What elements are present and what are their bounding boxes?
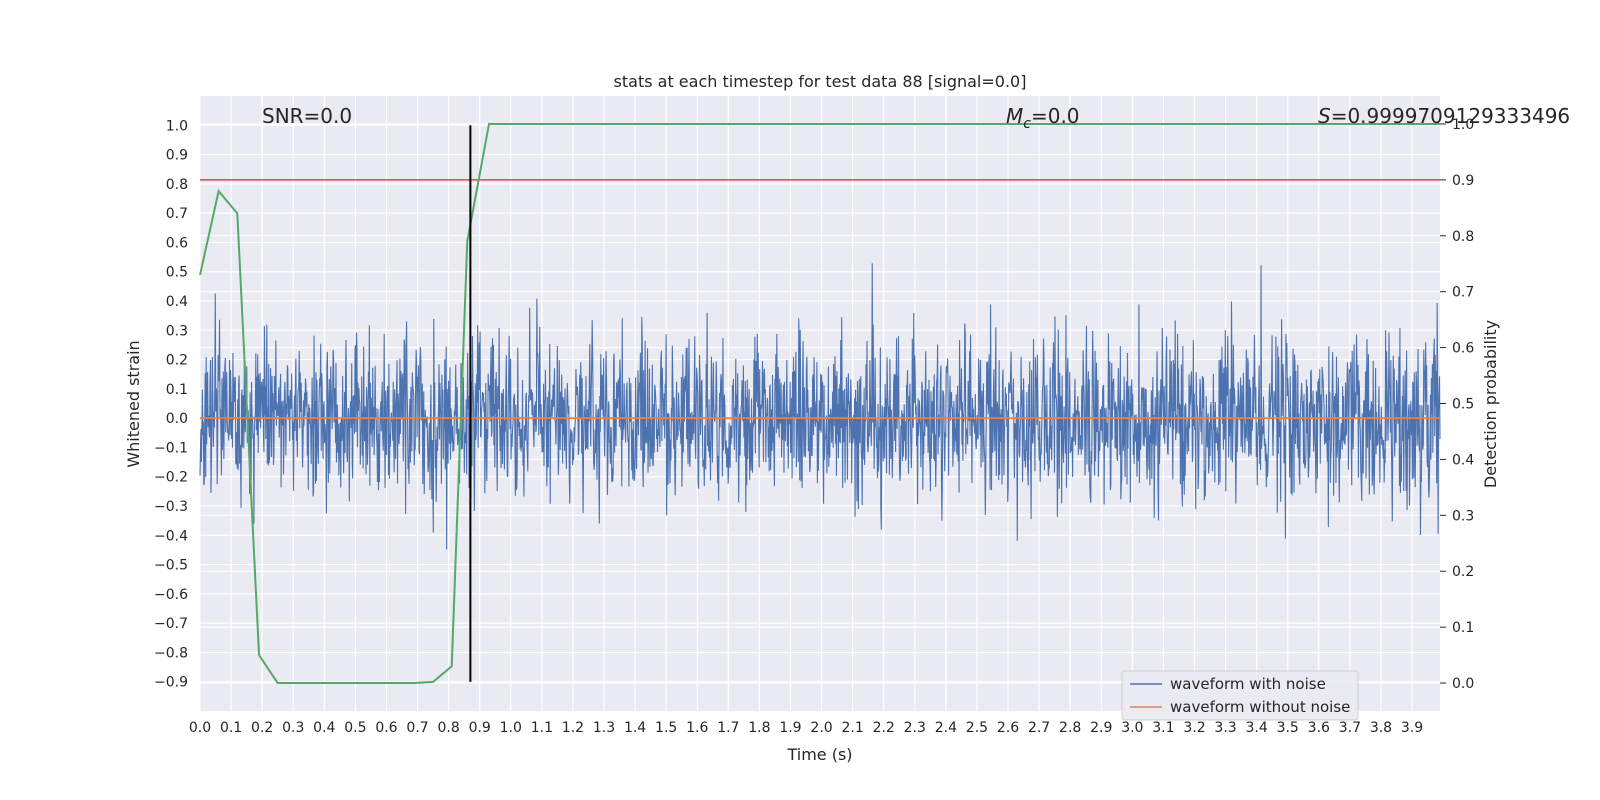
y-tick-label: 1.0 <box>166 118 188 134</box>
x-tick-label: 2.6 <box>997 720 1019 736</box>
y-tick-label: 0.1 <box>166 382 188 398</box>
x-tick-label: 3.3 <box>1214 720 1236 736</box>
x-tick-label: 0.9 <box>469 720 491 736</box>
y-right-tick-label: 0.9 <box>1452 173 1474 189</box>
mc-annotation: Mc=0.0 <box>1006 104 1080 132</box>
y-right-tick-label: 0.2 <box>1452 564 1474 580</box>
x-tick-label: 1.4 <box>624 720 646 736</box>
y-tick-label: −0.5 <box>154 558 188 574</box>
x-tick-label: 3.8 <box>1370 720 1392 736</box>
x-tick-label: 0.0 <box>189 720 211 736</box>
x-tick-label: 2.1 <box>841 720 863 736</box>
y-tick-label: 0.8 <box>166 177 188 193</box>
x-tick-label: 1.0 <box>500 720 522 736</box>
y-tick-label: 0.2 <box>166 353 188 369</box>
y-tick-label: −0.1 <box>154 440 188 456</box>
x-tick-label: 3.4 <box>1246 720 1268 736</box>
legend-label-noise: waveform with noise <box>1170 675 1326 693</box>
x-tick-label: 2.7 <box>1028 720 1050 736</box>
mc-symbol: M <box>1006 104 1023 128</box>
legend-box <box>1121 670 1359 721</box>
x-tick-label: 0.6 <box>375 720 397 736</box>
x-tick-label: 1.1 <box>531 720 553 736</box>
s-value: =0.9999709129333496 <box>1331 104 1570 128</box>
x-tick-label: 3.1 <box>1152 720 1174 736</box>
y-tick-label: 0.4 <box>166 294 188 310</box>
y-tick-label: −0.7 <box>154 616 188 632</box>
x-tick-label: 1.8 <box>748 720 770 736</box>
x-tick-label: 0.7 <box>406 720 428 736</box>
x-tick-label: 2.0 <box>810 720 832 736</box>
x-tick-label: 3.2 <box>1183 720 1205 736</box>
x-tick-label: 2.8 <box>1059 720 1081 736</box>
mc-value: =0.0 <box>1031 104 1080 128</box>
y-tick-label: 0.9 <box>166 148 188 164</box>
x-tick-label: 1.6 <box>686 720 708 736</box>
y-tick-label: 0.3 <box>166 323 188 339</box>
x-tick-label: 2.2 <box>873 720 895 736</box>
x-tick-label: 3.0 <box>1121 720 1143 736</box>
y-tick-label: 0.0 <box>166 411 188 427</box>
x-tick-label: 3.7 <box>1339 720 1361 736</box>
y-right-tick-label: 0.0 <box>1452 676 1474 692</box>
x-tick-label: 0.3 <box>282 720 304 736</box>
y-right-tick-label: 0.3 <box>1452 508 1474 524</box>
x-tick-label: 1.7 <box>717 720 739 736</box>
y-tick-label: −0.6 <box>154 587 188 603</box>
x-tick-label: 1.9 <box>779 720 801 736</box>
y-tick-label: −0.2 <box>154 470 188 486</box>
y-right-tick-label: 0.5 <box>1452 397 1474 413</box>
y-axis-right-label: Detection probability <box>1481 320 1500 488</box>
x-tick-label: 3.9 <box>1401 720 1423 736</box>
x-tick-label: 0.4 <box>313 720 335 736</box>
x-tick-label: 2.9 <box>1090 720 1112 736</box>
x-tick-label: 2.5 <box>966 720 988 736</box>
x-tick-label: 2.3 <box>904 720 926 736</box>
y-tick-label: −0.8 <box>154 645 188 661</box>
x-tick-label: 0.1 <box>220 720 242 736</box>
y-axis-label: Whitened strain <box>124 340 143 467</box>
x-tick-label: 0.8 <box>437 720 459 736</box>
y-tick-label: −0.3 <box>154 499 188 515</box>
legend-label-clean: waveform without noise <box>1170 698 1350 716</box>
y-tick-label: −0.4 <box>154 528 188 544</box>
x-tick-label: 3.6 <box>1308 720 1330 736</box>
y-right-tick-label: 0.1 <box>1452 620 1474 636</box>
x-tick-label: 3.5 <box>1277 720 1299 736</box>
y-right-tick-label: 0.8 <box>1452 229 1474 245</box>
chart-title: stats at each timestep for test data 88 … <box>614 72 1027 91</box>
legend: waveform with noise waveform without noi… <box>1121 670 1359 721</box>
x-tick-label: 2.4 <box>935 720 957 736</box>
y-right-tick-label: 0.4 <box>1452 452 1474 468</box>
y-right-tick-label: 0.6 <box>1452 341 1474 357</box>
x-tick-label: 0.2 <box>251 720 273 736</box>
x-tick-label: 1.5 <box>655 720 677 736</box>
y-right-tick-label: 1.0 <box>1452 117 1474 133</box>
y-tick-label: 0.7 <box>166 206 188 222</box>
x-axis-label: Time (s) <box>786 745 852 764</box>
y-right-tick-label: 0.7 <box>1452 285 1474 301</box>
x-tick-label: 1.2 <box>562 720 584 736</box>
y-tick-label: 0.6 <box>166 235 188 251</box>
s-symbol: S <box>1318 104 1331 128</box>
grid <box>199 96 1440 711</box>
mc-subscript: c <box>1023 116 1031 132</box>
s-annotation: S=0.9999709129333496 <box>1318 104 1570 128</box>
y-tick-label: 0.5 <box>166 265 188 281</box>
y-tick-label: −0.9 <box>154 675 188 691</box>
ticks: 0.0 0.1 0.2 0.3 0.4 0.5 0.6 0.7 0.8 0.9 1.0 1.1 1.2 1… <box>154 117 1474 736</box>
series-waveform-with-noise <box>199 263 1441 550</box>
series-layer <box>199 122 1441 685</box>
snr-annotation: SNR=0.0 <box>262 104 352 128</box>
x-tick-label: 0.5 <box>344 720 366 736</box>
x-tick-label: 1.3 <box>593 720 615 736</box>
